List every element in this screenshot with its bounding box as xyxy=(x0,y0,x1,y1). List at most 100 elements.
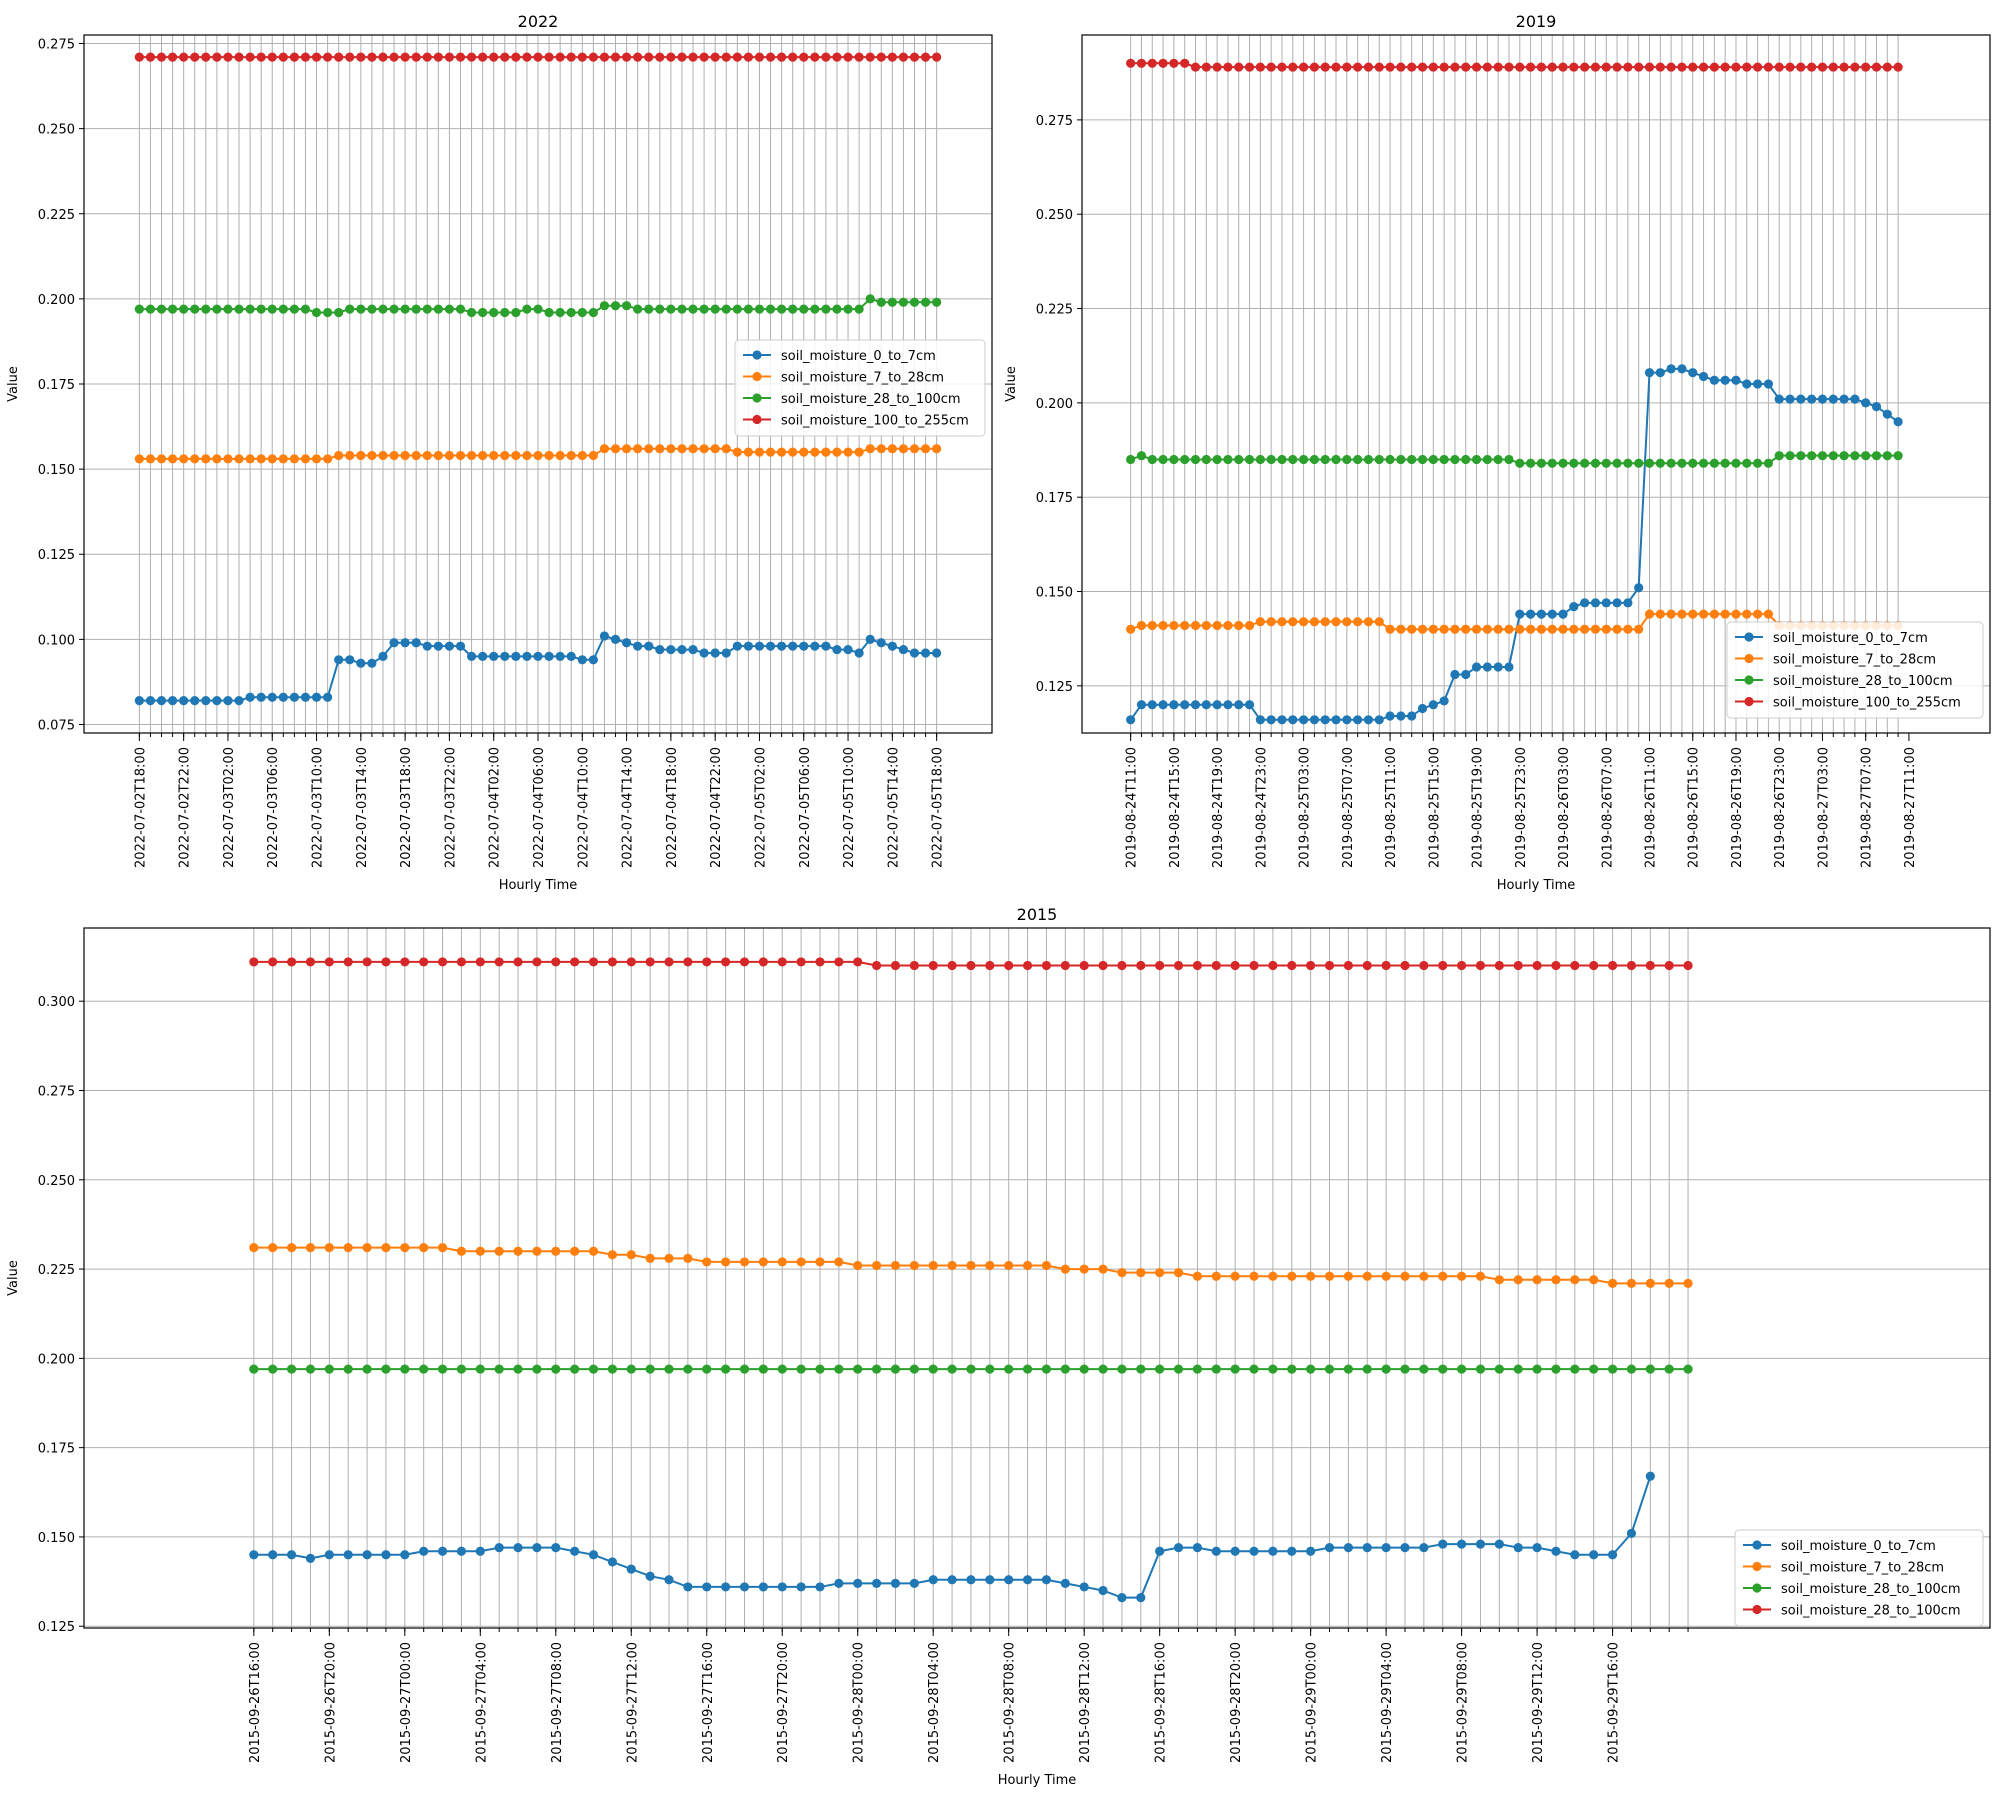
data-point-soil_moisture_28_to_100cm xyxy=(522,304,532,314)
legend-swatch-marker xyxy=(1744,632,1754,642)
data-point-soil_moisture_7_to_28cm xyxy=(1763,609,1774,619)
x-tick-label: 2022-07-05T18:00 xyxy=(931,747,946,868)
data-point-soil_moisture_100_to_255cm xyxy=(1342,62,1352,72)
data-point-soil_moisture_28_to_100cm xyxy=(1494,1364,1504,1374)
x-tick-label: 2015-09-29T00:00 xyxy=(1305,1642,1320,1763)
data-point-soil_moisture_0_to_7cm xyxy=(1136,1593,1146,1603)
x-tick-label: 2015-09-26T20:00 xyxy=(323,1642,338,1763)
data-point-soil_moisture_100_to_255cm xyxy=(422,52,432,62)
data-point-soil_moisture_7_to_28cm xyxy=(1211,1271,1221,1281)
data-point-soil_moisture_0_to_7cm xyxy=(832,644,842,655)
data-point-soil_moisture_28_to_100cm xyxy=(475,957,485,967)
data-point-soil_moisture_7_to_28cm xyxy=(167,454,178,464)
data-point-soil_moisture_0_to_7cm xyxy=(599,631,610,641)
data-point-soil_moisture_28_to_100cm xyxy=(1417,454,1428,465)
data-point-soil_moisture_0_to_7cm xyxy=(478,651,488,661)
x-tick-label: 2015-09-28T04:00 xyxy=(927,1642,942,1763)
data-point-soil_moisture_28_to_100cm xyxy=(1079,960,1089,971)
data-point-soil_moisture_7_to_28cm xyxy=(1022,1260,1033,1271)
data-point-soil_moisture_7_to_28cm xyxy=(1230,1271,1240,1281)
data-point-soil_moisture_0_to_7cm xyxy=(1439,696,1449,706)
data-point-soil_moisture_100_to_255cm xyxy=(1828,62,1838,72)
data-point-soil_moisture_100_to_255cm xyxy=(1298,62,1309,72)
data-point-soil_moisture_100_to_255cm xyxy=(1461,62,1471,72)
data-point-soil_moisture_7_to_28cm xyxy=(699,444,709,454)
data-point-soil_moisture_0_to_7cm xyxy=(1147,700,1157,710)
x-tick-label: 2022-07-03T14:00 xyxy=(355,747,370,868)
data-point-soil_moisture_7_to_28cm xyxy=(1589,1275,1599,1285)
data-point-soil_moisture_0_to_7cm xyxy=(853,1578,863,1588)
data-point-soil_moisture_28_to_100cm xyxy=(909,297,920,307)
y-tick-label: 0.225 xyxy=(38,208,75,223)
data-point-soil_moisture_100_to_255cm xyxy=(179,52,189,62)
data-point-soil_moisture_0_to_7cm xyxy=(1244,700,1255,710)
data-point-soil_moisture_28_to_100cm xyxy=(758,1364,768,1374)
data-point-soil_moisture_0_to_7cm xyxy=(1155,1546,1165,1556)
data-point-soil_moisture_7_to_28cm xyxy=(1244,620,1255,631)
data-point-soil_moisture_100_to_255cm xyxy=(1504,62,1514,72)
data-point-soil_moisture_100_to_255cm xyxy=(289,52,299,62)
data-point-soil_moisture_0_to_7cm xyxy=(334,655,344,665)
data-point-soil_moisture_7_to_28cm xyxy=(249,1243,259,1253)
data-point-soil_moisture_7_to_28cm xyxy=(456,1246,467,1256)
data-point-soil_moisture_100_to_255cm xyxy=(555,52,565,62)
data-point-soil_moisture_7_to_28cm xyxy=(551,1246,561,1256)
x-tick-label: 2015-09-29T16:00 xyxy=(1607,1642,1622,1763)
data-point-soil_moisture_0_to_7cm xyxy=(475,1546,485,1556)
data-point-soil_moisture_28_to_100cm xyxy=(489,307,499,318)
data-point-soil_moisture_7_to_28cm xyxy=(1320,617,1330,627)
data-point-soil_moisture_7_to_28cm xyxy=(947,1260,957,1271)
data-point-soil_moisture_28_to_100cm xyxy=(1400,1364,1410,1374)
data-point-soil_moisture_7_to_28cm xyxy=(1494,1275,1504,1285)
data-point-soil_moisture_28_to_100cm xyxy=(1482,454,1492,465)
data-point-soil_moisture_7_to_28cm xyxy=(1626,1278,1637,1288)
x-tick-label: 2019-08-25T03:00 xyxy=(1298,747,1313,868)
data-point-soil_moisture_7_to_28cm xyxy=(311,454,322,464)
data-point-soil_moisture_7_to_28cm xyxy=(710,444,720,454)
data-point-soil_moisture_28_to_100cm xyxy=(1022,1364,1033,1374)
data-point-soil_moisture_7_to_28cm xyxy=(843,447,853,457)
data-point-soil_moisture_0_to_7cm xyxy=(1255,715,1265,725)
data-point-soil_moisture_0_to_7cm xyxy=(710,648,720,658)
data-point-soil_moisture_0_to_7cm xyxy=(1298,715,1309,725)
data-point-soil_moisture_7_to_28cm xyxy=(1362,1271,1372,1281)
data-point-soil_moisture_28_to_100cm xyxy=(677,304,687,314)
y-tick-label: 0.125 xyxy=(38,1620,75,1635)
data-point-soil_moisture_7_to_28cm xyxy=(489,450,499,461)
data-point-soil_moisture_7_to_28cm xyxy=(702,1257,712,1267)
data-point-soil_moisture_28_to_100cm xyxy=(400,304,410,314)
data-point-soil_moisture_0_to_7cm xyxy=(777,1582,787,1592)
data-point-soil_moisture_28_to_100cm xyxy=(1623,458,1633,468)
x-tick-label: 2022-07-04T10:00 xyxy=(576,747,591,868)
data-point-soil_moisture_100_to_255cm xyxy=(644,52,654,62)
x-tick-label: 2015-09-27T12:00 xyxy=(625,1642,640,1763)
data-point-soil_moisture_0_to_7cm xyxy=(1817,394,1828,404)
data-point-soil_moisture_100_to_255cm xyxy=(732,52,742,62)
data-point-soil_moisture_28_to_100cm xyxy=(455,304,466,314)
data-point-soil_moisture_0_to_7cm xyxy=(610,634,621,644)
data-point-soil_moisture_0_to_7cm xyxy=(1807,394,1817,404)
data-point-soil_moisture_100_to_255cm xyxy=(500,52,510,62)
data-point-soil_moisture_7_to_28cm xyxy=(588,450,598,461)
data-point-soil_moisture_7_to_28cm xyxy=(588,1246,599,1256)
data-point-soil_moisture_100_to_255cm xyxy=(1515,62,1525,72)
y-tick-label: 0.175 xyxy=(1036,491,1073,506)
data-point-soil_moisture_28_to_100cm xyxy=(743,304,753,314)
x-tick-label: 2015-09-27T04:00 xyxy=(474,1642,489,1763)
y-tick-label: 0.300 xyxy=(38,995,75,1010)
data-point-soil_moisture_28_to_100cm xyxy=(1655,458,1665,468)
data-point-soil_moisture_0_to_7cm xyxy=(356,658,366,668)
data-point-soil_moisture_28_to_100cm xyxy=(876,297,886,307)
data-point-soil_moisture_0_to_7cm xyxy=(1850,394,1860,404)
data-point-soil_moisture_28_to_100cm xyxy=(300,304,311,314)
data-point-soil_moisture_100_to_255cm xyxy=(300,52,311,62)
data-point-soil_moisture_0_to_7cm xyxy=(1731,375,1741,385)
data-point-soil_moisture_7_to_28cm xyxy=(1532,1275,1542,1285)
data-point-soil_moisture_28_to_100cm xyxy=(1173,1364,1184,1374)
data-point-soil_moisture_7_to_28cm xyxy=(1385,624,1395,634)
data-point-soil_moisture_28_to_100cm xyxy=(788,304,798,314)
data-point-soil_moisture_7_to_28cm xyxy=(1439,624,1449,634)
data-point-soil_moisture_28_to_100cm xyxy=(324,1364,334,1374)
data-point-soil_moisture_100_to_255cm xyxy=(1817,62,1828,72)
data-point-soil_moisture_28_to_100cm xyxy=(1683,960,1693,971)
